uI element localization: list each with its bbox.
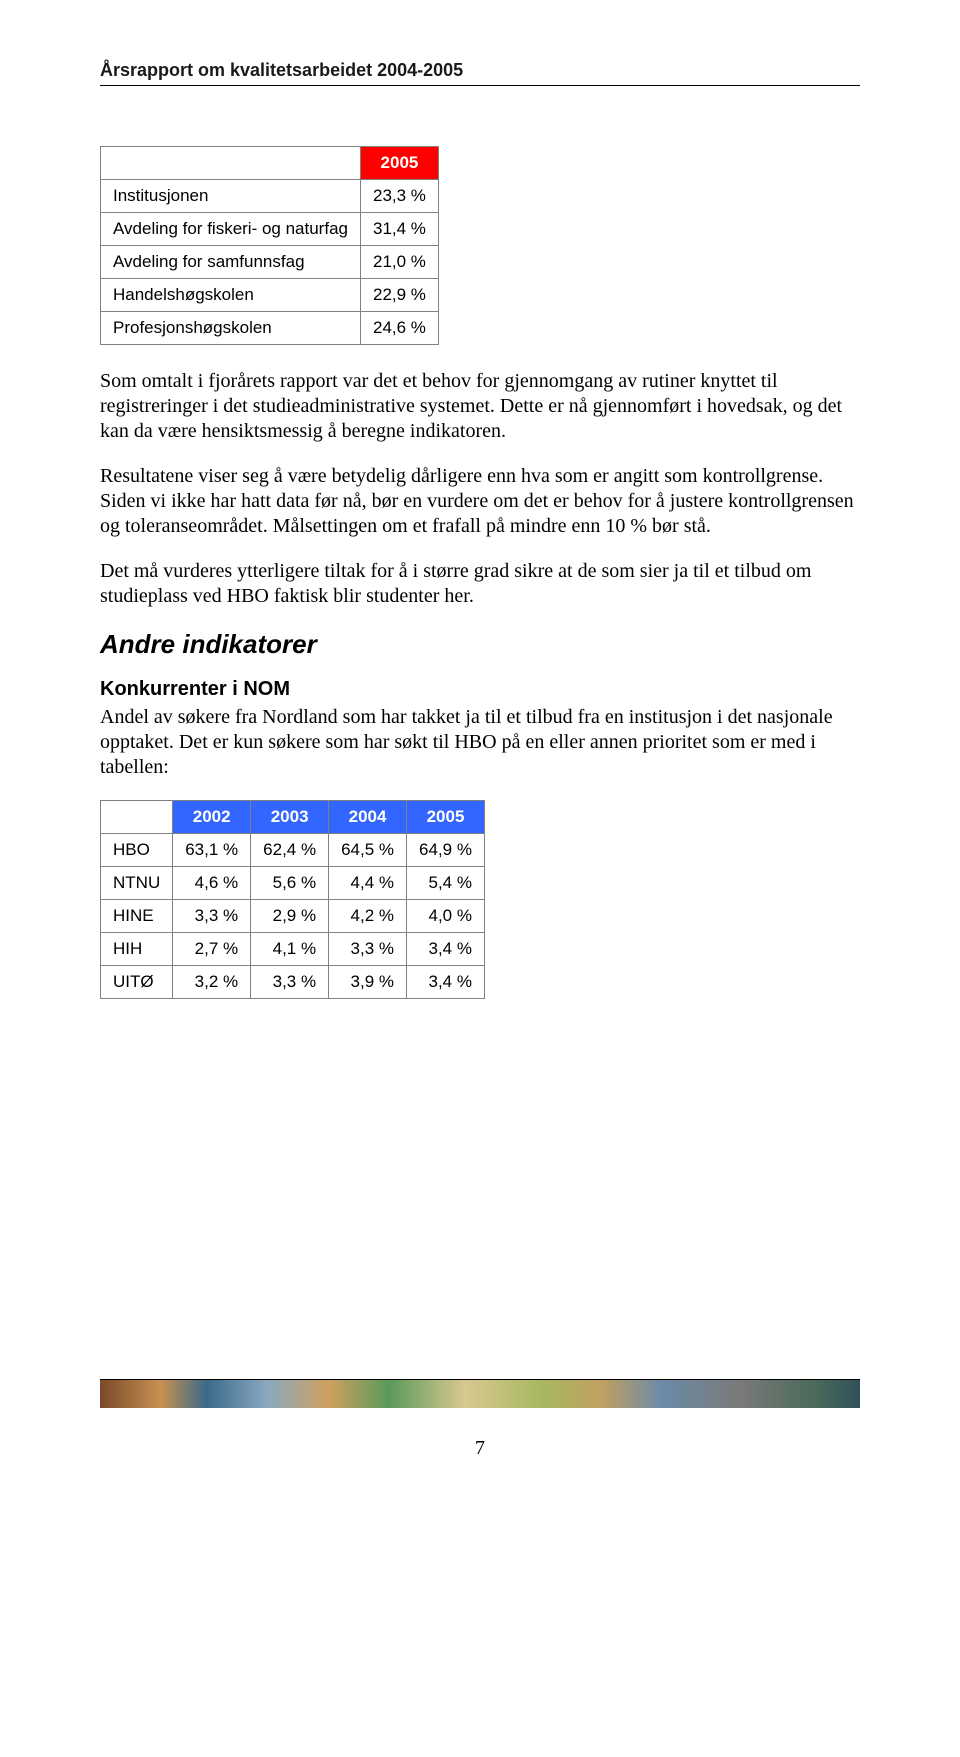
table-row: Avdeling for fiskeri- og naturfag 31,4 % xyxy=(101,213,439,246)
t2-label: UITØ xyxy=(101,966,173,999)
t2-val: 3,2 % xyxy=(173,966,251,999)
page-header-title: Årsrapport om kvalitetsarbeidet 2004-200… xyxy=(100,60,860,81)
table-row: Avdeling for samfunnsfag 21,0 % xyxy=(101,246,439,279)
table-2005: 2005 Institusjonen 23,3 % Avdeling for f… xyxy=(100,146,439,345)
t2-label: HBO xyxy=(101,834,173,867)
section-heading-andre-indikatorer: Andre indikatorer xyxy=(100,629,860,660)
t2-val: 5,6 % xyxy=(251,867,329,900)
t2-val: 64,9 % xyxy=(407,834,485,867)
table-row: HIH 2,7 % 4,1 % 3,3 % 3,4 % xyxy=(101,933,485,966)
table1-col-blank xyxy=(101,147,361,180)
t2-col-2004: 2004 xyxy=(329,801,407,834)
table-row: HINE 3,3 % 2,9 % 4,2 % 4,0 % xyxy=(101,900,485,933)
table-row: Institusjonen 23,3 % xyxy=(101,180,439,213)
t2-val: 4,4 % xyxy=(329,867,407,900)
t2-label: HINE xyxy=(101,900,173,933)
t2-col-blank xyxy=(101,801,173,834)
t1-val: 21,0 % xyxy=(360,246,438,279)
t2-col-2002: 2002 xyxy=(173,801,251,834)
t2-val: 3,3 % xyxy=(251,966,329,999)
t1-label: Profesjonshøgskolen xyxy=(101,312,361,345)
header-rule xyxy=(100,85,860,86)
subsection-heading-konkurrenter: Konkurrenter i NOM xyxy=(100,678,860,701)
table-row: UITØ 3,2 % 3,3 % 3,9 % 3,4 % xyxy=(101,966,485,999)
t2-val: 2,7 % xyxy=(173,933,251,966)
t1-label: Handelshøgskolen xyxy=(101,279,361,312)
t2-val: 5,4 % xyxy=(407,867,485,900)
t2-col-2003: 2003 xyxy=(251,801,329,834)
table-row: NTNU 4,6 % 5,6 % 4,4 % 5,4 % xyxy=(101,867,485,900)
t2-col-2005: 2005 xyxy=(407,801,485,834)
t1-label: Avdeling for fiskeri- og naturfag xyxy=(101,213,361,246)
t2-val: 64,5 % xyxy=(329,834,407,867)
t1-val: 24,6 % xyxy=(360,312,438,345)
t2-val: 4,6 % xyxy=(173,867,251,900)
table-row: Profesjonshøgskolen 24,6 % xyxy=(101,312,439,345)
t1-val: 22,9 % xyxy=(360,279,438,312)
t2-val: 3,4 % xyxy=(407,966,485,999)
t2-label: NTNU xyxy=(101,867,173,900)
t2-val: 3,3 % xyxy=(173,900,251,933)
t2-val: 63,1 % xyxy=(173,834,251,867)
t1-label: Avdeling for samfunnsfag xyxy=(101,246,361,279)
t2-label: HIH xyxy=(101,933,173,966)
table1-col-2005: 2005 xyxy=(360,147,438,180)
t2-val: 2,9 % xyxy=(251,900,329,933)
table-konkurrenter: 2002 2003 2004 2005 HBO 63,1 % 62,4 % 64… xyxy=(100,800,485,999)
t1-val: 31,4 % xyxy=(360,213,438,246)
t2-val: 3,4 % xyxy=(407,933,485,966)
t1-val: 23,3 % xyxy=(360,180,438,213)
t2-val: 62,4 % xyxy=(251,834,329,867)
body-paragraph: Resultatene viser seg å være betydelig d… xyxy=(100,464,860,539)
t2-val: 4,0 % xyxy=(407,900,485,933)
table-row: Handelshøgskolen 22,9 % xyxy=(101,279,439,312)
t2-val: 4,1 % xyxy=(251,933,329,966)
t1-label: Institusjonen xyxy=(101,180,361,213)
table-row: HBO 63,1 % 62,4 % 64,5 % 64,9 % xyxy=(101,834,485,867)
body-paragraph: Som omtalt i fjorårets rapport var det e… xyxy=(100,369,860,444)
t2-val: 3,3 % xyxy=(329,933,407,966)
body-paragraph: Det må vurderes ytterligere tiltak for å… xyxy=(100,559,860,609)
t2-val: 4,2 % xyxy=(329,900,407,933)
page-number: 7 xyxy=(100,1437,860,1460)
footer-divider xyxy=(100,1379,860,1407)
t2-val: 3,9 % xyxy=(329,966,407,999)
body-paragraph: Andel av søkere fra Nordland som har tak… xyxy=(100,705,860,780)
footer-image-strip xyxy=(100,1380,860,1408)
